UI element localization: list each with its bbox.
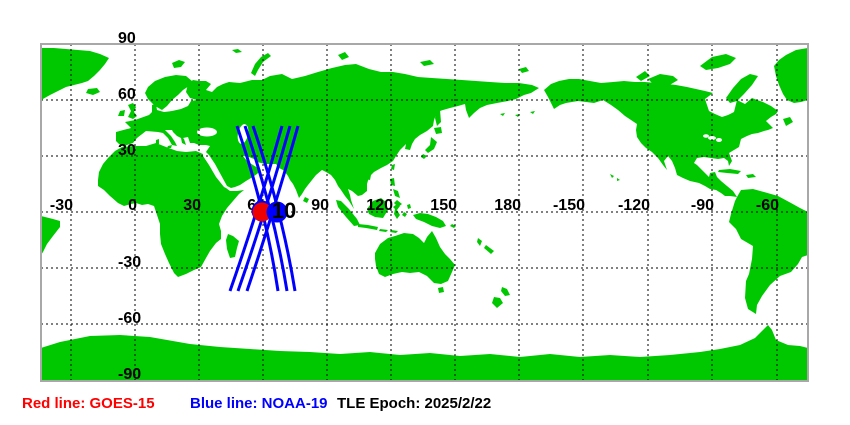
baltic-sea xyxy=(164,102,180,112)
latitude-tick-label: 60 xyxy=(118,86,136,103)
longitude-tick-label: 90 xyxy=(311,197,329,214)
map-border xyxy=(40,43,809,382)
legend-goes15: Red line: GOES-15 xyxy=(22,395,155,412)
legend-noaa19: Blue line: NOAA-19 xyxy=(190,395,328,412)
latitude-tick-label: 90 xyxy=(118,30,136,47)
latitude-tick-label: -60 xyxy=(118,310,141,327)
black-sea xyxy=(197,127,217,137)
longitude-tick-label: -150 xyxy=(553,197,585,214)
goes-15-position-marker xyxy=(252,202,272,222)
latitude-tick-label: 30 xyxy=(118,142,136,159)
longitude-tick-label: 120 xyxy=(366,197,393,214)
latitude-tick-label: -90 xyxy=(118,366,141,383)
longitude-tick-label: 150 xyxy=(430,197,457,214)
axis-labels: -300306090120150180-150-120-90-60906030-… xyxy=(50,30,779,383)
great-lakes xyxy=(708,136,716,140)
latitude-tick-label: -30 xyxy=(118,254,141,271)
longitude-tick-label: -120 xyxy=(618,197,650,214)
longitude-tick-label: -90 xyxy=(691,197,714,214)
noaa-19-position-marker xyxy=(266,201,288,223)
longitude-tick-label: -30 xyxy=(50,197,73,214)
graticule-gridlines xyxy=(41,44,808,381)
great-lakes xyxy=(703,134,709,138)
time-annotation: 10 xyxy=(272,198,296,223)
satellite-markers: 10 xyxy=(251,198,296,223)
longitude-tick-label: 30 xyxy=(183,197,201,214)
longitude-tick-label: 180 xyxy=(494,197,521,214)
legend-tle-epoch: TLE Epoch: 2025/2/22 xyxy=(337,395,492,412)
longitude-tick-label: 0 xyxy=(128,197,137,214)
longitude-tick-label: -60 xyxy=(756,197,779,214)
great-lakes xyxy=(716,138,722,142)
